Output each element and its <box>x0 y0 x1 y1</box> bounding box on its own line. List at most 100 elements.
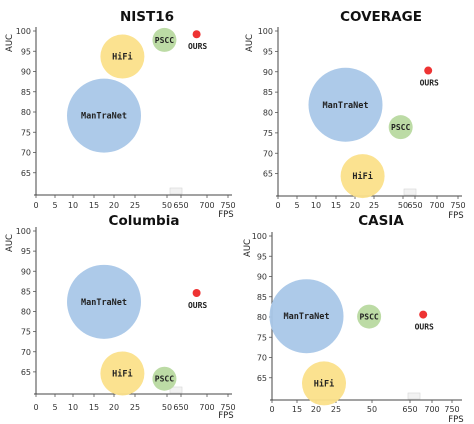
y-tick-label: 70 <box>21 348 31 357</box>
y-tick-label: 90 <box>257 273 267 282</box>
bubble-pscc <box>388 115 413 140</box>
bubble-label-mantranet: ManTraNet <box>283 312 329 322</box>
x-tick-label: 10 <box>68 403 78 412</box>
x-tick-label: 10 <box>311 201 321 210</box>
x-tick-label: 750 <box>220 201 235 210</box>
bubble-pscc <box>152 27 177 52</box>
x-tick-label: 15 <box>331 201 341 210</box>
y-tick-label: 80 <box>263 109 273 118</box>
chart-panel-4: CASIA 65 70 75 80 85 90 95 100 0 15 20 25 50 650 700 750… <box>243 213 464 424</box>
axis-break-marker <box>407 392 421 400</box>
bubble-label-ours: OURS <box>188 301 207 310</box>
chart-title: COVERAGE <box>340 9 422 25</box>
x-tick-label: 10 <box>68 201 78 210</box>
chart-title: CASIA <box>358 213 404 229</box>
x-tick-label: 750 <box>450 201 465 210</box>
x-tick-label: 50 <box>162 403 172 412</box>
y-tick-label: 80 <box>257 313 267 322</box>
bubble-label-pscc: PSCC <box>155 375 174 384</box>
bubble-label-mantranet: ManTraNet <box>81 112 127 122</box>
y-tick-label: 100 <box>252 232 267 241</box>
y-tick-label: 70 <box>257 354 267 363</box>
y-tick-label: 85 <box>21 88 31 97</box>
y-tick-label: 65 <box>263 170 273 179</box>
bubble-hifi <box>100 351 145 396</box>
y-tick-label: 70 <box>21 149 31 158</box>
bubble-label-pscc: PSCC <box>155 36 174 45</box>
x-tick-label: 700 <box>199 201 214 210</box>
bubble-label-pscc: PSCC <box>359 313 378 322</box>
x-tick-label: 650 <box>407 201 422 210</box>
y-tick-label: 70 <box>263 149 273 158</box>
y-tick-label: 65 <box>21 368 31 377</box>
x-tick-label: 0 <box>269 405 274 414</box>
x-tick-label: 5 <box>52 403 57 412</box>
x-tick-label: 15 <box>89 403 99 412</box>
bubble-mantranet <box>67 264 141 339</box>
bubble-pscc <box>357 304 382 329</box>
y-tick-label: 85 <box>263 88 273 97</box>
x-axis-label: FPS <box>218 411 233 421</box>
y-tick-label: 80 <box>21 108 31 117</box>
bubble-label-ours: OURS <box>415 323 434 332</box>
x-tick-label: 650 <box>173 403 188 412</box>
x-tick-label: 0 <box>33 201 38 210</box>
x-tick-label: 700 <box>429 201 444 210</box>
x-tick-label: 20 <box>109 201 119 210</box>
bubble-ours <box>192 288 201 297</box>
y-tick-label: 90 <box>263 68 273 77</box>
y-tick-label: 75 <box>263 129 273 138</box>
bubble-hifi <box>302 361 346 406</box>
y-tick-label: 80 <box>21 308 31 317</box>
bubble-label-ours: OURS <box>420 79 439 88</box>
chart-panel-1: NIST16 65 70 75 80 85 90 95 100 0 5 10 15 20 25 50 650 70… <box>5 9 236 220</box>
y-axis-label: AUC <box>243 239 253 257</box>
y-tick-label: 95 <box>257 252 267 261</box>
axis-break-marker <box>169 386 183 394</box>
y-tick-label: 95 <box>21 47 31 56</box>
bubble-label-ours: OURS <box>188 42 207 51</box>
chart-title: NIST16 <box>120 9 174 25</box>
bubble-hifi <box>340 154 385 199</box>
x-tick-label: 15 <box>89 201 99 210</box>
x-tick-label: 50 <box>162 201 172 210</box>
x-tick-label: 25 <box>130 403 140 412</box>
y-tick-label: 100 <box>16 27 31 36</box>
x-tick-label: 20 <box>109 403 119 412</box>
x-tick-label: 650 <box>402 405 417 414</box>
x-tick-label: 700 <box>199 403 214 412</box>
bubble-label-hifi: HiFi <box>314 378 334 389</box>
y-axis-label: AUC <box>5 234 15 252</box>
y-tick-label: 90 <box>21 267 31 276</box>
x-axis-label: FPS <box>448 415 463 424</box>
y-axis-label: AUC <box>5 34 15 52</box>
x-tick-label: 0 <box>275 201 280 210</box>
y-tick-label: 75 <box>21 328 31 337</box>
x-tick-label: 5 <box>52 201 57 210</box>
bubble-label-hifi: HiFi <box>112 368 132 379</box>
x-tick-label: 20 <box>350 201 360 210</box>
x-tick-label: 700 <box>424 405 439 414</box>
x-tick-label: 25 <box>369 201 379 210</box>
x-tick-label: 15 <box>292 405 302 414</box>
y-tick-label: 85 <box>257 293 267 302</box>
bubble-ours <box>424 66 433 75</box>
chart-title: Columbia <box>109 213 180 229</box>
y-axis-label: AUC <box>245 34 255 52</box>
bubble-pscc <box>152 366 177 391</box>
x-tick-label: 0 <box>33 403 38 412</box>
y-tick-label: 90 <box>21 68 31 77</box>
x-axis-label: FPS <box>448 211 463 221</box>
y-tick-label: 65 <box>257 374 267 383</box>
x-tick-label: 25 <box>130 201 140 210</box>
chart-panel-3: Columbia 65 70 75 80 85 90 95 100 0 5 10 15 20 25 50 650… <box>5 213 236 421</box>
bubble-ours <box>419 310 428 319</box>
bubble-label-hifi: HiFi <box>352 171 372 182</box>
y-tick-label: 100 <box>16 227 31 236</box>
x-tick-label: 750 <box>220 403 235 412</box>
y-tick-label: 95 <box>21 247 31 256</box>
y-tick-label: 85 <box>21 287 31 296</box>
x-tick-label: 50 <box>398 201 408 210</box>
y-tick-label: 100 <box>258 27 273 36</box>
chart-panel-2: COVERAGE 65 70 75 80 85 90 95 100 0 5 10 15 20 25 50 650… <box>245 9 466 221</box>
